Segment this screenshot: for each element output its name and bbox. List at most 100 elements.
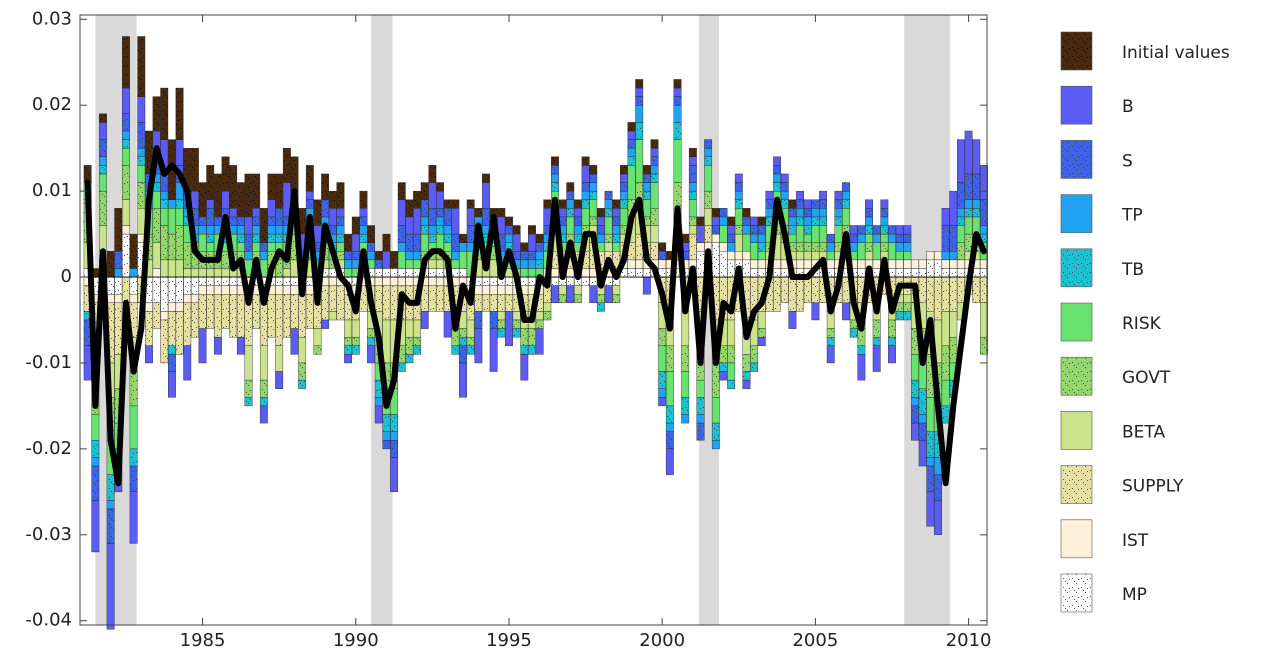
bar-segment [757,259,766,269]
bar-segment [535,319,544,329]
bar-segment [137,182,146,209]
bar-segment [382,276,391,286]
bar-segment [688,233,697,261]
bar-segment [842,182,850,192]
bar-segment [122,113,130,132]
bar-segment [190,302,199,338]
bar-segment [719,216,728,226]
bar-segment [137,147,146,157]
bar-segment [704,208,713,226]
bar-segment [696,422,705,441]
bar-segment [888,259,896,269]
bar-segment [160,276,169,312]
bar-segment [918,422,927,441]
bar-segment [474,294,483,312]
bar-segment [750,225,759,235]
bar-segment [114,251,123,269]
bar-segment [405,336,414,355]
bar-segment [903,268,912,278]
bar-segment [91,465,100,501]
bar-segment [305,190,314,200]
bar-segment [543,302,552,312]
bar-segment [382,431,391,441]
bar-segment [137,36,146,97]
bar-segment [198,328,207,364]
bar-segment [911,397,919,407]
bar-segment [175,259,184,278]
bar-segment [367,242,376,252]
bar-segment [213,268,222,278]
bar-segment [719,251,728,278]
bar-segment [911,405,919,424]
bar-segment [451,199,460,209]
bar-segment [895,233,904,243]
bar-segment [443,225,452,235]
bar-segment [374,285,383,312]
bar-segment [428,259,437,269]
bar-segment [152,96,161,132]
bar-segment [880,242,889,252]
bar-segment [137,208,146,235]
bar-segment [313,328,322,346]
bar-segment [206,285,215,295]
bar-segment [865,251,873,261]
bar-segment [152,242,161,269]
bar-segment [673,182,682,209]
bar-segment [221,156,230,192]
bar-segment [911,354,919,381]
bar-segment [428,165,437,183]
bar-segment [658,251,667,261]
bar-segment [413,336,421,346]
bar-segment [642,190,651,200]
bar-segment [596,233,605,243]
bar-segment [872,319,881,338]
bar-segment [175,87,184,140]
bar-segment [328,190,337,209]
bar-segment [796,251,804,261]
bar-segment [390,457,398,493]
bar-segment [711,233,720,243]
bar-segment [964,173,973,200]
bar-segment [351,336,360,346]
bar-segment [574,208,582,218]
bar-segment [474,328,483,364]
bar-segment [551,276,559,286]
bar-segment [198,294,207,329]
bar-segment [757,233,766,243]
bar-segment [168,354,176,372]
bar-segment [681,311,690,346]
bar-segment [819,208,827,218]
bar-segment [160,225,169,261]
bar-segment [106,500,115,510]
bar-segment [259,345,268,381]
bar-segment [114,302,123,355]
bar-segment [528,345,536,355]
bar-segment [122,233,130,278]
bar-segment [168,208,176,235]
bar-segment [957,208,965,218]
bar-segment [803,251,812,261]
bar-segment [298,336,307,364]
bar-segment [941,311,950,346]
bar-segment [122,36,130,89]
legend-swatch [1060,85,1093,125]
bar-segment [742,216,751,226]
bar-segment [642,199,651,218]
bar-segment [826,251,835,261]
bar-segment [497,328,506,338]
bar-segment [926,276,935,312]
bar-segment [244,379,253,398]
bar-segment [282,268,291,278]
bar-segment [658,345,667,372]
bar-segment [275,285,284,295]
bar-segment [137,165,146,183]
bar-segment [328,208,337,226]
bar-segment [175,225,184,261]
bar-segment [574,199,582,209]
bar-segment [773,268,782,278]
bar-segment [704,156,713,166]
bar-segment [765,199,774,209]
bar-segment [129,371,138,407]
bar-segment [160,311,169,321]
bar-segment [826,328,835,338]
